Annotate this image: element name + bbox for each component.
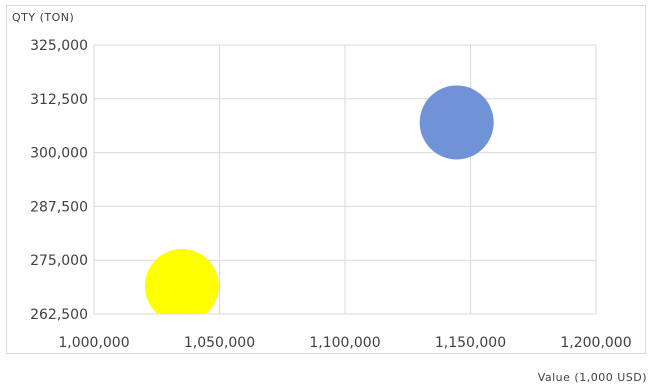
x-tick-label: 1,150,000: [435, 335, 506, 351]
y-axis-title: QTY (TON): [12, 11, 74, 24]
bubble-layer: [144, 85, 494, 323]
x-tick-label: 1,000,000: [58, 335, 129, 351]
x-tick-label: 1,050,000: [184, 335, 255, 351]
chart-area: [6, 5, 646, 354]
y-tick-label: 275,000: [30, 253, 88, 269]
bubble-point-2[interactable]: [419, 85, 494, 160]
y-tick-label: 312,500: [30, 92, 88, 108]
x-axis-title: Value (1,000 USD): [538, 371, 647, 384]
bubble-point-1[interactable]: [144, 249, 219, 323]
y-tick-label: 262,500: [30, 307, 88, 323]
tick-layer: 262,500 275,000 287,500 300,000 312,500 325,0…: [30, 38, 632, 351]
x-tick-label: 1,100,000: [309, 335, 380, 351]
y-tick-label: 287,500: [30, 199, 88, 215]
y-tick-label: 325,000: [30, 38, 88, 54]
y-tick-label: 300,000: [30, 146, 88, 162]
x-tick-label: 1,200,000: [560, 335, 631, 351]
